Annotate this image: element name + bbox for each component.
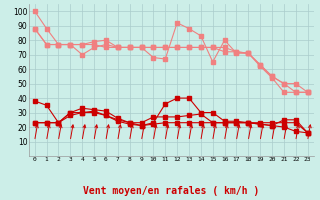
Text: Vent moyen/en rafales ( km/h ): Vent moyen/en rafales ( km/h ) [83, 186, 259, 196]
